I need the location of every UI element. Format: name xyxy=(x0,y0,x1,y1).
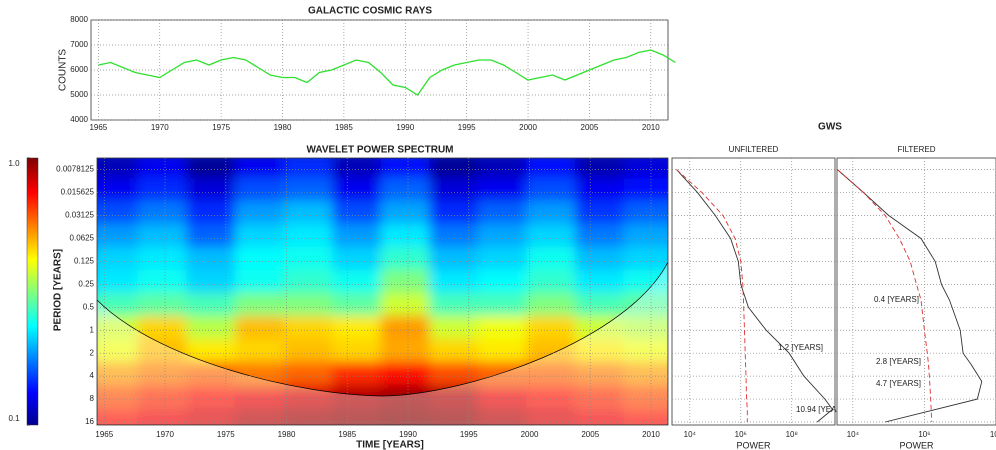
x-tick-label: 1990 xyxy=(399,430,417,439)
x-tick-label: 10⁸ xyxy=(786,430,798,439)
y-tick-label: 0.015625 xyxy=(61,188,95,197)
x-tick-label: 10⁴ xyxy=(847,430,860,439)
panel-title: UNFILTERED xyxy=(729,145,779,154)
x-tick-label: 1995 xyxy=(460,430,478,439)
heatmap-cell xyxy=(575,407,630,425)
y-axis-label: COUNTS xyxy=(58,49,69,92)
x-tick-label: 2005 xyxy=(581,430,599,439)
heatmap-clip xyxy=(97,158,668,425)
y-tick-label: 7000 xyxy=(70,40,88,49)
heatmap-cell xyxy=(526,407,582,425)
heatmap-cell xyxy=(186,407,241,425)
x-tick-label: 1985 xyxy=(338,430,356,439)
x-tick-label: 1970 xyxy=(151,123,169,132)
x-tick-label: 1985 xyxy=(335,123,353,132)
x-tick-label: 1965 xyxy=(89,123,107,132)
power-curve xyxy=(837,169,983,423)
y-tick-label: 4 xyxy=(90,371,95,380)
x-tick-label: 1975 xyxy=(217,430,235,439)
annotation: 1.2 [YEARS] xyxy=(778,343,823,352)
annotation: 2.8 [YEARS] xyxy=(876,357,921,366)
y-tick-label: 4000 xyxy=(70,115,88,124)
plot-area xyxy=(836,157,996,426)
heatmap-cell xyxy=(97,407,144,425)
x-tick-label: 10⁸ xyxy=(990,430,996,439)
y-tick-label: 0.125 xyxy=(74,257,95,266)
y-tick-label: 0.25 xyxy=(78,279,94,288)
chart-title: WAVELET POWER SPECTRUM xyxy=(306,145,453,156)
annotation: 0.4 [YEARS] xyxy=(874,295,919,304)
heatmap-cell xyxy=(234,407,290,425)
x-tick-label: 1980 xyxy=(278,430,296,439)
power-curve xyxy=(837,169,933,423)
x-tick-label: 10⁴ xyxy=(684,430,697,439)
heatmap-cell xyxy=(283,407,339,425)
y-tick-label: 1 xyxy=(90,325,95,334)
heatmap-cell xyxy=(477,407,533,425)
x-tick-label: 10⁶ xyxy=(735,430,747,439)
power-curve xyxy=(676,169,834,423)
y-tick-label: 8000 xyxy=(70,15,88,24)
x-axis-label: TIME [YEARS] xyxy=(356,440,424,450)
annotation: 10.94 [YEARS] xyxy=(796,405,850,414)
y-tick-label: 0.03125 xyxy=(65,211,94,220)
panel-title: FILTERED xyxy=(897,145,935,154)
x-tick-label: 1965 xyxy=(95,430,113,439)
y-tick-label: 8 xyxy=(90,394,95,403)
x-tick-label: 10⁶ xyxy=(918,430,930,439)
y-axis-label: PERIOD [YEARS] xyxy=(53,249,64,331)
y-tick-label: 6000 xyxy=(70,65,88,74)
x-tick-label: 2005 xyxy=(581,123,599,132)
x-axis-label: POWER xyxy=(899,440,934,450)
power-curve xyxy=(676,169,748,422)
group-title: GWS xyxy=(818,122,842,133)
data-line xyxy=(98,49,676,96)
heatmap xyxy=(97,158,668,425)
y-tick-label: 16 xyxy=(85,417,94,426)
x-tick-label: 2010 xyxy=(642,430,660,439)
plot-frame xyxy=(96,157,669,426)
y-tick-label: 0.5 xyxy=(83,302,95,311)
x-tick-label: 1975 xyxy=(212,123,230,132)
x-tick-label: 2000 xyxy=(519,123,537,132)
chart-title: GALACTIC COSMIC RAYS xyxy=(308,6,432,17)
heatmap-cell xyxy=(623,407,668,425)
x-tick-label: 1980 xyxy=(274,123,292,132)
heatmap-cell xyxy=(332,407,387,425)
heatmap-cell xyxy=(429,407,484,425)
x-tick-label: 2010 xyxy=(642,123,660,132)
y-tick-label: 2 xyxy=(90,348,95,357)
x-axis-label: POWER xyxy=(736,440,771,450)
y-tick-label: 5000 xyxy=(70,90,88,99)
x-tick-label: 1995 xyxy=(458,123,476,132)
colorbar-label: 1.0 xyxy=(8,159,20,168)
x-tick-label: 2000 xyxy=(521,430,539,439)
annotation: 4.7 [YEARS] xyxy=(876,379,921,388)
x-tick-label: 1970 xyxy=(156,430,174,439)
cone-of-influence xyxy=(97,261,668,425)
plot-area xyxy=(671,157,836,426)
x-tick-label: 1990 xyxy=(396,123,414,132)
colorbar xyxy=(26,157,39,426)
y-tick-label: 0.0078125 xyxy=(56,165,94,174)
y-tick-label: 0.0625 xyxy=(70,234,95,243)
colorbar-label: 0.1 xyxy=(8,414,20,423)
